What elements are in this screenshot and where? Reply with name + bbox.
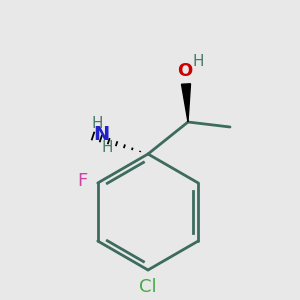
Text: H: H [192,55,204,70]
Text: H: H [101,140,113,154]
Text: F: F [78,172,88,190]
Text: N: N [93,125,109,145]
Text: Cl: Cl [139,278,157,296]
Text: H: H [91,116,103,130]
Polygon shape [182,84,190,122]
Text: O: O [177,62,193,80]
